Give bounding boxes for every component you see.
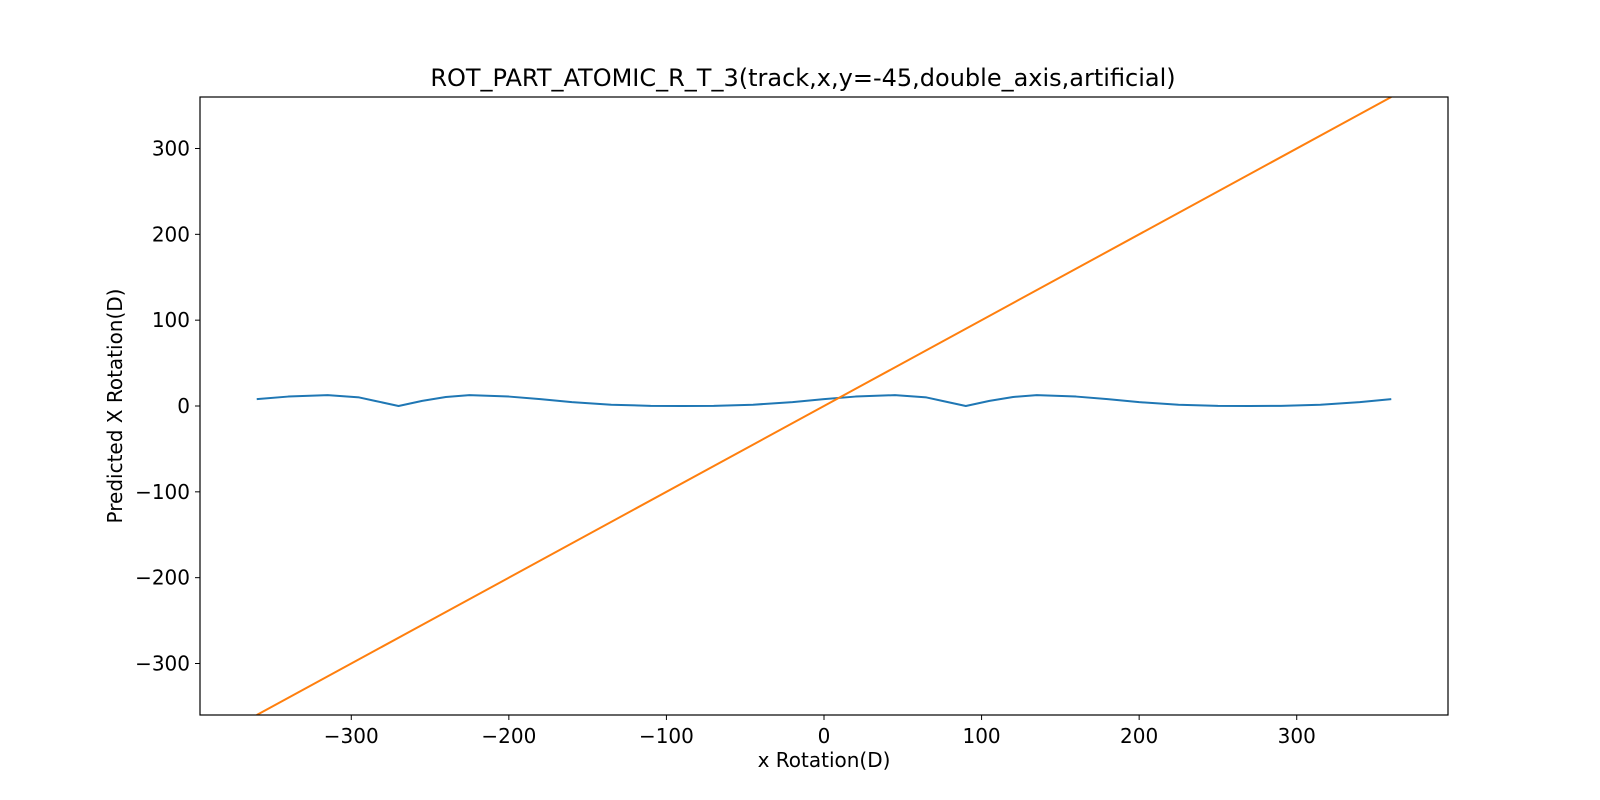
plot-area	[256, 97, 1392, 715]
plot-frame	[199, 96, 1449, 716]
x-tick-label: 100	[962, 724, 1000, 748]
x-tick-label: 200	[1120, 724, 1158, 748]
chart-title: ROT_PART_ATOMIC_R_T_3(track,x,y=-45,doub…	[430, 64, 1175, 92]
y-tick-label: −300	[135, 652, 190, 676]
series-line-2	[256, 97, 1392, 715]
x-axis-label: x Rotation(D)	[758, 748, 891, 772]
y-axis: −300 −200 −100 0 100 200 300	[135, 137, 200, 676]
y-tick-label: 300	[152, 137, 190, 161]
x-tick-label: 300	[1278, 724, 1316, 748]
series-line-1	[256, 394, 1392, 407]
y-tick-label: −100	[135, 480, 190, 504]
y-axis-label: Predicted X Rotation(D)	[103, 289, 127, 524]
y-tick-label: −200	[135, 566, 190, 590]
y-tick-label: 200	[152, 222, 190, 246]
x-tick-label: −200	[481, 724, 536, 748]
x-tick-label: 0	[818, 724, 831, 748]
x-axis: −300 −200 −100 0 100 200 300	[324, 715, 1316, 748]
x-tick-label: −300	[324, 724, 379, 748]
y-tick-label: 0	[177, 394, 190, 418]
x-tick-label: −100	[639, 724, 694, 748]
y-tick-label: 100	[152, 308, 190, 332]
